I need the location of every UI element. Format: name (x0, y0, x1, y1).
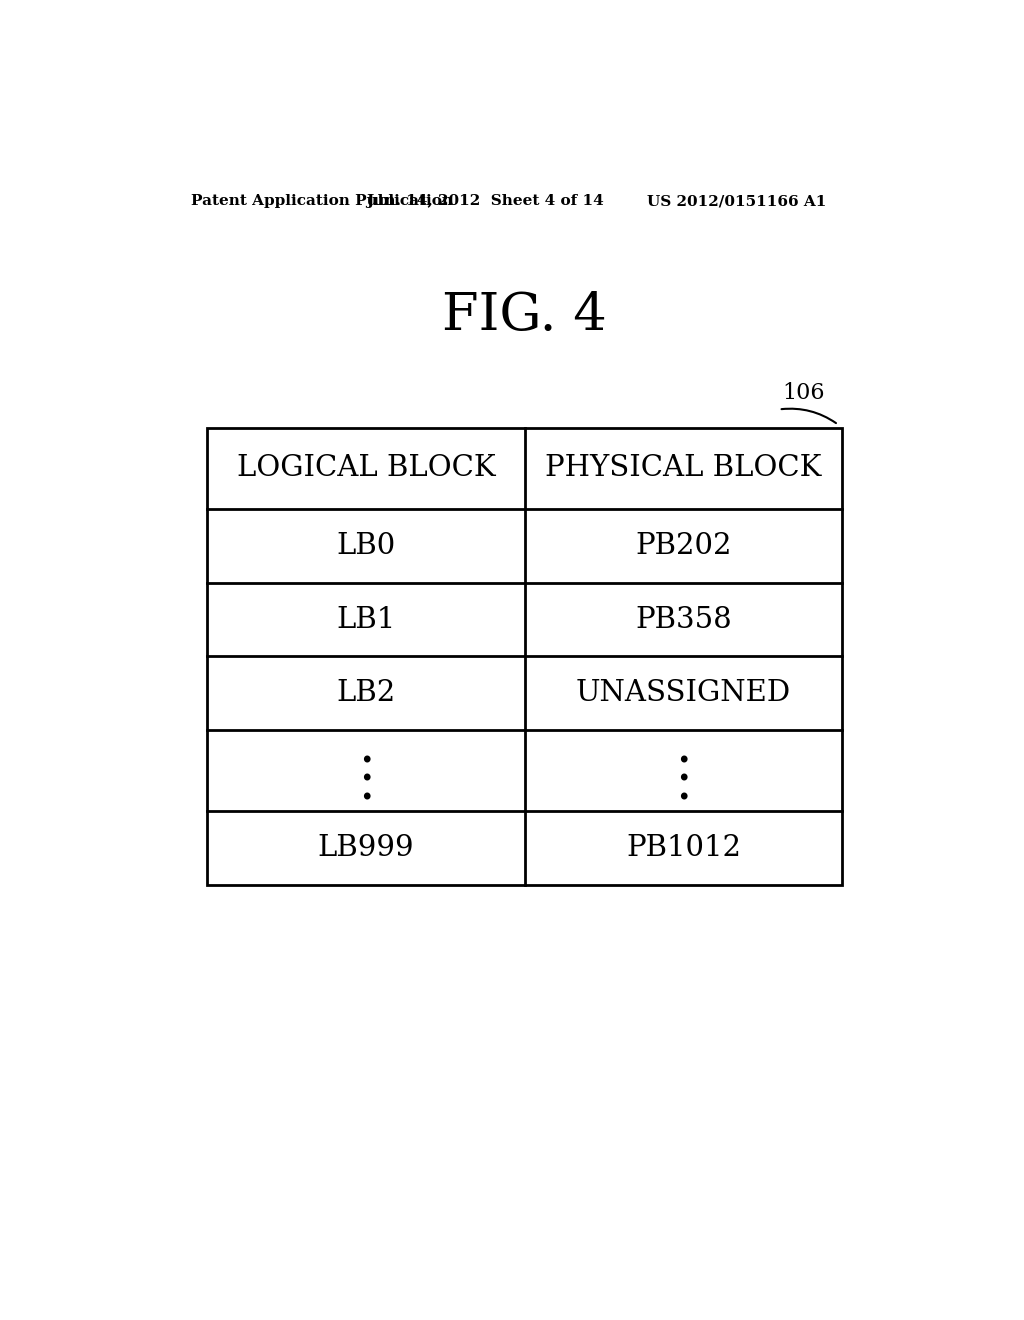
Text: PB202: PB202 (635, 532, 732, 560)
Text: .: . (677, 754, 690, 788)
Bar (207, 428, 843, 886)
Text: .: . (359, 754, 373, 788)
Text: PB1012: PB1012 (626, 834, 741, 862)
Text: .: . (359, 735, 373, 770)
Text: FIG. 4: FIG. 4 (442, 290, 607, 342)
Text: LOGICAL BLOCK: LOGICAL BLOCK (237, 454, 496, 482)
Text: PHYSICAL BLOCK: PHYSICAL BLOCK (546, 454, 821, 482)
Text: .: . (677, 735, 690, 770)
Text: Patent Application Publication: Patent Application Publication (191, 194, 454, 209)
Text: US 2012/0151166 A1: US 2012/0151166 A1 (647, 194, 826, 209)
Text: LB1: LB1 (337, 606, 395, 634)
Text: .: . (677, 772, 690, 807)
Text: LB999: LB999 (317, 834, 415, 862)
Text: Jun. 14, 2012  Sheet 4 of 14: Jun. 14, 2012 Sheet 4 of 14 (367, 194, 604, 209)
Text: .: . (359, 772, 373, 807)
Text: LB2: LB2 (337, 680, 395, 708)
Text: 106: 106 (782, 383, 825, 404)
Text: LB0: LB0 (337, 532, 395, 560)
Text: UNASSIGNED: UNASSIGNED (575, 680, 792, 708)
Text: PB358: PB358 (635, 606, 732, 634)
